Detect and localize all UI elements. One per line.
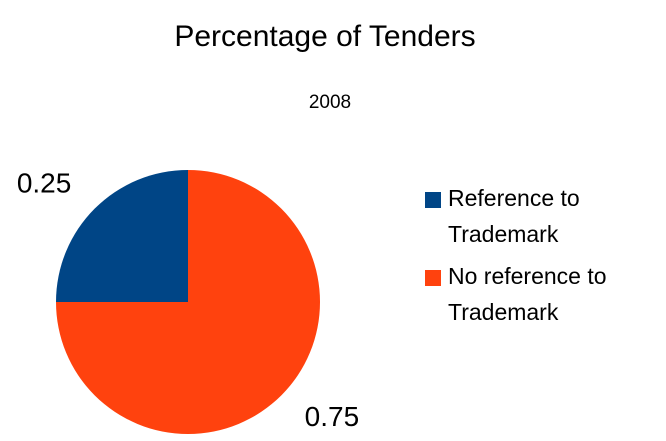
data-label: 0.75 [305,401,360,432]
data-label: 0.25 [17,168,72,199]
legend-swatch [425,192,441,208]
pie-slice [56,170,188,302]
chart-title: Percentage of Tenders [174,20,475,53]
chart-subtitle: 2008 [309,92,351,113]
pie-slice [56,170,320,434]
legend-label: Reference to Trademark [448,185,580,247]
legend-swatch [425,270,441,286]
legend-label: No reference to Trademark [448,263,607,325]
